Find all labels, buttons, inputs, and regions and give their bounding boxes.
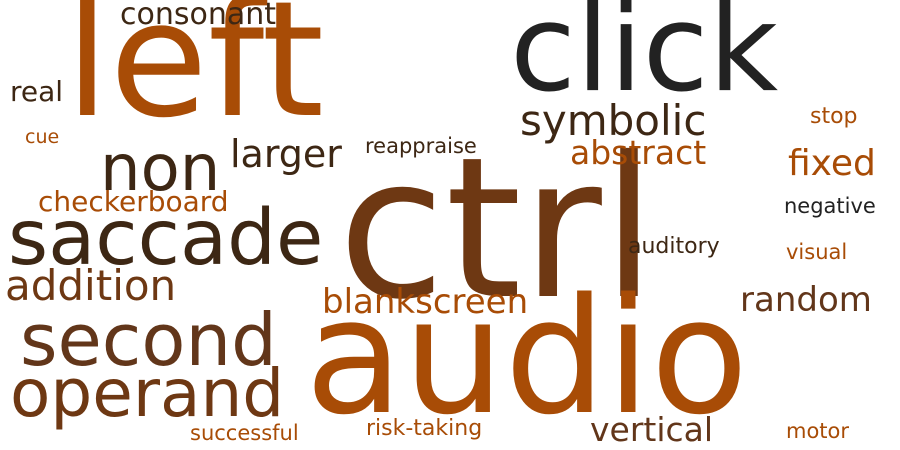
word-cue: cue <box>25 126 60 148</box>
word-left: left <box>65 0 325 153</box>
word-addition: addition <box>5 261 177 310</box>
word-risk-taking: risk-taking <box>366 416 483 441</box>
word-random: random <box>740 280 872 320</box>
word-consonant: consonant <box>120 0 277 32</box>
word-larger: larger <box>230 132 342 176</box>
word-abstract: abstract <box>570 133 707 172</box>
word-auditory: auditory <box>628 234 720 259</box>
word-reappraise: reappraise <box>365 134 477 158</box>
word-blankscreen: blankscreen <box>322 282 529 322</box>
word-real: real <box>10 75 64 108</box>
word-negative: negative <box>784 194 876 218</box>
word-fixed: fixed <box>788 143 876 184</box>
word-operand: operand <box>10 355 285 432</box>
word-saccade: saccade <box>8 194 324 283</box>
word-visual: visual <box>786 240 848 264</box>
word-checkerboard: checkerboard <box>38 185 229 218</box>
word-successful: successful <box>190 421 299 445</box>
word-motor: motor <box>786 419 850 443</box>
word-stop: stop <box>810 104 858 129</box>
word-second: second <box>20 298 277 382</box>
word-click: click <box>510 0 779 119</box>
word-non: non <box>100 132 221 206</box>
word-vertical: vertical <box>590 410 714 449</box>
word-ctrl: ctrl <box>338 115 657 342</box>
word-audio: audio <box>305 263 749 450</box>
word-symbolic: symbolic <box>520 96 707 145</box>
